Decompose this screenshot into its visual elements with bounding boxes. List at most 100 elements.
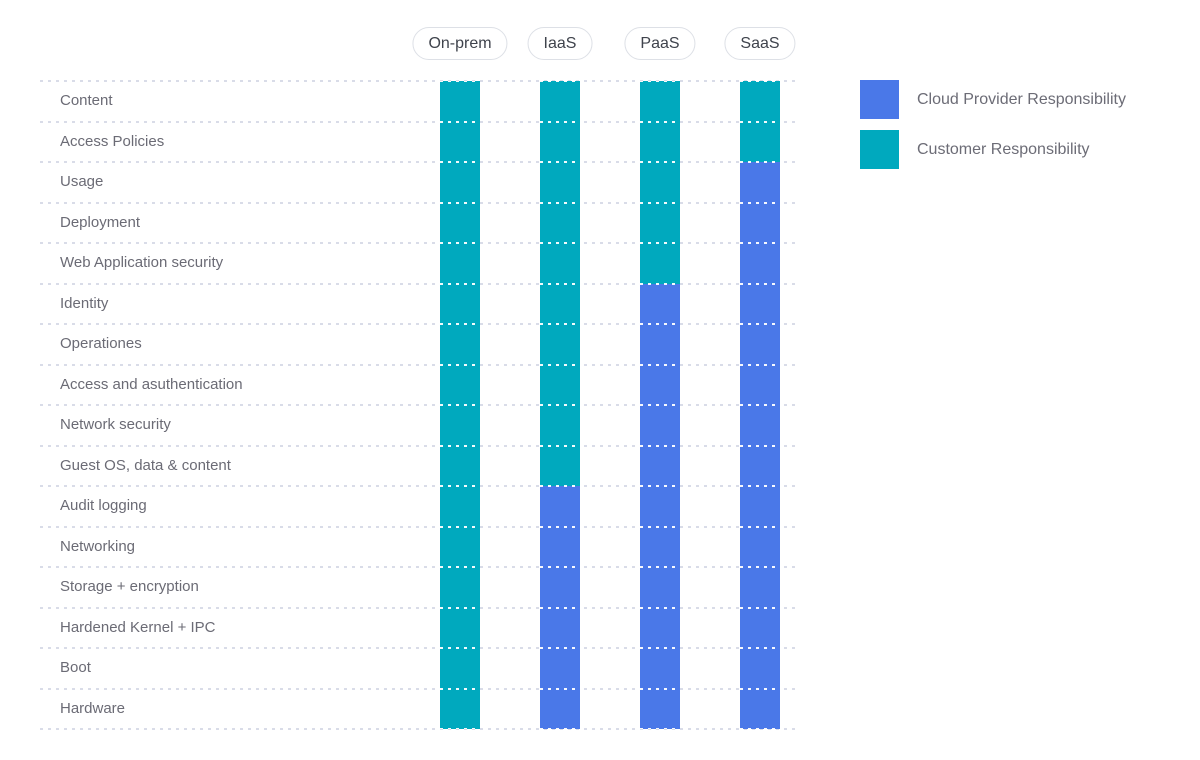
matrix-cell-provider	[740, 567, 780, 608]
bar-divider-dash	[540, 242, 580, 244]
bar-divider-dash	[740, 728, 780, 729]
bar-divider-dash	[540, 404, 580, 406]
row-divider-line	[40, 201, 800, 204]
bar-divider-dash	[640, 323, 680, 325]
matrix-cell-provider	[740, 526, 780, 567]
matrix-cell-customer	[640, 81, 680, 122]
column-bar-saas	[740, 81, 780, 729]
customer-color-swatch	[860, 130, 899, 169]
bar-divider-dash	[740, 525, 780, 528]
matrix-cell-customer	[540, 121, 580, 162]
matrix-cell-provider	[540, 567, 580, 608]
matrix-cell-customer	[440, 243, 480, 284]
bar-divider-dash	[740, 606, 780, 609]
matrix-cell-provider	[740, 648, 780, 689]
row-label: Hardened Kernel + IPC	[60, 618, 216, 636]
row-label: Deployment	[60, 213, 141, 231]
matrix-cell-provider	[740, 162, 780, 203]
row-divider-line	[40, 444, 800, 447]
row-divider-line	[40, 242, 800, 244]
bar-divider-dash	[440, 81, 480, 82]
bar-divider-dash	[540, 525, 580, 528]
bar-divider-dash	[740, 81, 780, 82]
matrix-cell-customer	[540, 243, 580, 284]
matrix-cell-provider	[540, 526, 580, 567]
matrix-cell-provider	[640, 688, 680, 729]
row-label: Access Policies	[60, 132, 165, 150]
matrix-cell-customer	[640, 202, 680, 243]
bar-divider-dash	[540, 444, 580, 447]
matrix-cell-provider	[740, 445, 780, 486]
matrix-cell-customer	[440, 648, 480, 689]
matrix-cell-provider	[640, 607, 680, 648]
matrix-cell-customer	[440, 81, 480, 122]
bar-divider-dash	[740, 282, 780, 285]
row-label: Boot	[60, 659, 91, 676]
row-divider-line	[40, 687, 800, 690]
matrix-cell-provider	[640, 364, 680, 405]
bar-divider-dash	[440, 485, 480, 487]
bar-divider-dash	[440, 728, 480, 729]
matrix-cell-provider	[640, 567, 680, 608]
matrix-cell-provider	[640, 324, 680, 365]
row-divider-line	[40, 566, 800, 568]
matrix-cell-customer	[440, 688, 480, 729]
row-divider-line	[40, 525, 800, 528]
row-label: Network security	[60, 416, 171, 433]
bar-divider-dash	[640, 201, 680, 204]
matrix-cell-customer	[440, 202, 480, 243]
row-divider-line	[40, 323, 800, 325]
bar-divider-dash	[740, 201, 780, 204]
row-label: Networking	[60, 537, 136, 555]
bar-divider-dash	[540, 485, 580, 487]
provider-color-swatch	[860, 80, 899, 119]
matrix-cell-customer	[640, 162, 680, 203]
matrix-cell-provider	[740, 202, 780, 243]
bar-divider-dash	[540, 120, 580, 123]
bar-divider-dash	[740, 444, 780, 447]
matrix-cell-customer	[440, 486, 480, 527]
matrix-cell-provider	[740, 364, 780, 405]
matrix-cell-provider	[540, 486, 580, 527]
bar-divider-dash	[740, 242, 780, 244]
row-divider-line	[40, 282, 800, 285]
row-label: Identity	[60, 294, 109, 312]
matrix-cell-provider	[540, 648, 580, 689]
bar-divider-dash	[640, 647, 680, 649]
matrix-cell-provider	[740, 486, 780, 527]
matrix-cell-provider	[740, 405, 780, 446]
bar-divider-dash	[440, 404, 480, 406]
row-label: Hardware	[60, 699, 126, 717]
column-pill-on-prem: On-prem	[412, 27, 508, 60]
bar-divider-dash	[540, 161, 580, 163]
matrix-cell-provider	[740, 607, 780, 648]
bar-divider-dash	[740, 566, 780, 568]
matrix-cell-customer	[740, 121, 780, 162]
bar-divider-dash	[640, 363, 680, 366]
matrix-cell-customer	[540, 202, 580, 243]
bar-divider-dash	[540, 323, 580, 325]
bar-divider-dash	[440, 566, 480, 568]
column-bar-on-prem	[440, 81, 480, 729]
bar-divider-dash	[540, 687, 580, 690]
matrix-cell-customer	[540, 81, 580, 122]
matrix-cell-provider	[740, 283, 780, 324]
row-label: Access and asuthentication	[60, 375, 243, 393]
bar-divider-dash	[540, 363, 580, 366]
bar-divider-dash	[540, 201, 580, 204]
matrix-cell-provider	[640, 526, 680, 567]
bar-divider-dash	[440, 687, 480, 690]
matrix-cell-customer	[440, 567, 480, 608]
matrix-cell-provider	[740, 688, 780, 729]
matrix-cell-customer	[440, 607, 480, 648]
row-label: Content	[60, 92, 113, 109]
row-divider-line	[40, 120, 800, 123]
legend-label: Customer Responsibility	[917, 140, 1090, 158]
bar-divider-dash	[740, 485, 780, 487]
matrix-cell-customer	[540, 445, 580, 486]
matrix-cell-provider	[740, 243, 780, 284]
bar-divider-dash	[440, 242, 480, 244]
bar-divider-dash	[440, 444, 480, 447]
bar-divider-dash	[540, 647, 580, 649]
